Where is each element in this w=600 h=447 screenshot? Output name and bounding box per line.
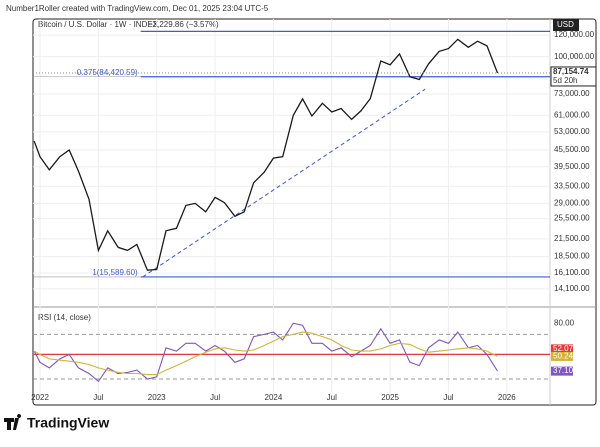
x-tick-label: 2025 — [381, 393, 399, 402]
y-tick-label: 18,500.00 — [554, 252, 590, 261]
x-tick-label: 2024 — [265, 393, 283, 402]
currency: USD — [557, 20, 574, 29]
x-tick-label: Jul — [327, 393, 337, 402]
trendline — [142, 88, 426, 278]
fib-label: 0.375(84,420.59) — [77, 68, 138, 77]
rsi-badge — [551, 366, 573, 376]
y-tick-label: 29,000.00 — [554, 198, 590, 207]
currency-badge — [553, 19, 579, 31]
rsi-tick-label: 80.00 — [554, 318, 575, 327]
y-tick-label: 33,500.00 — [554, 181, 590, 190]
y-tick-label: 120,000.00 — [554, 30, 595, 39]
x-tick-label: 2026 — [498, 393, 516, 402]
last-price-badge — [550, 66, 597, 87]
rsi-value: 37.10 — [553, 366, 574, 375]
rsi-title: RSI (14, close) — [38, 313, 91, 322]
rsi-value: 50.24 — [553, 352, 574, 361]
last-price: 87,154.74 — [553, 67, 589, 76]
price-line — [33, 38, 499, 271]
x-tick-label: Jul — [443, 393, 453, 402]
y-tick-label: 45,500.00 — [554, 145, 590, 154]
y-tick-label: 14,100.00 — [554, 284, 590, 293]
rsi-line — [33, 331, 498, 376]
logo-text: TradingView — [27, 415, 109, 431]
y-tick-label: 61,000.00 — [554, 110, 590, 119]
change: −3,229.86 (−3.57%) — [148, 20, 219, 29]
logo: TradingView — [4, 414, 109, 431]
y-tick-label: 39,500.00 — [554, 162, 590, 171]
fib-label: 1(15,589.60) — [92, 268, 138, 277]
x-tick-label: 2023 — [148, 393, 166, 402]
countdown: 5d 20h — [553, 76, 577, 85]
logo-icon — [4, 414, 22, 430]
rsi-level-badge — [551, 344, 573, 354]
x-tick-label: Jul — [210, 393, 220, 402]
y-tick-label: 73,000.00 — [554, 89, 590, 98]
x-tick-label: Jul — [93, 393, 103, 402]
rsi-badge — [551, 351, 573, 361]
y-tick-label: 25,500.00 — [554, 214, 590, 223]
rsi-line — [33, 322, 498, 383]
x-tick-label: 2022 — [31, 393, 49, 402]
y-tick-label: 16,100.00 — [554, 268, 590, 277]
y-tick-label: 21,500.00 — [554, 234, 590, 243]
rsi-level-label: 52.07 — [553, 344, 574, 353]
header: Number1Roller created with TradingView.c… — [6, 4, 269, 13]
y-tick-label: 100,000.00 — [554, 52, 595, 61]
y-tick-label: 53,000.00 — [554, 127, 590, 136]
